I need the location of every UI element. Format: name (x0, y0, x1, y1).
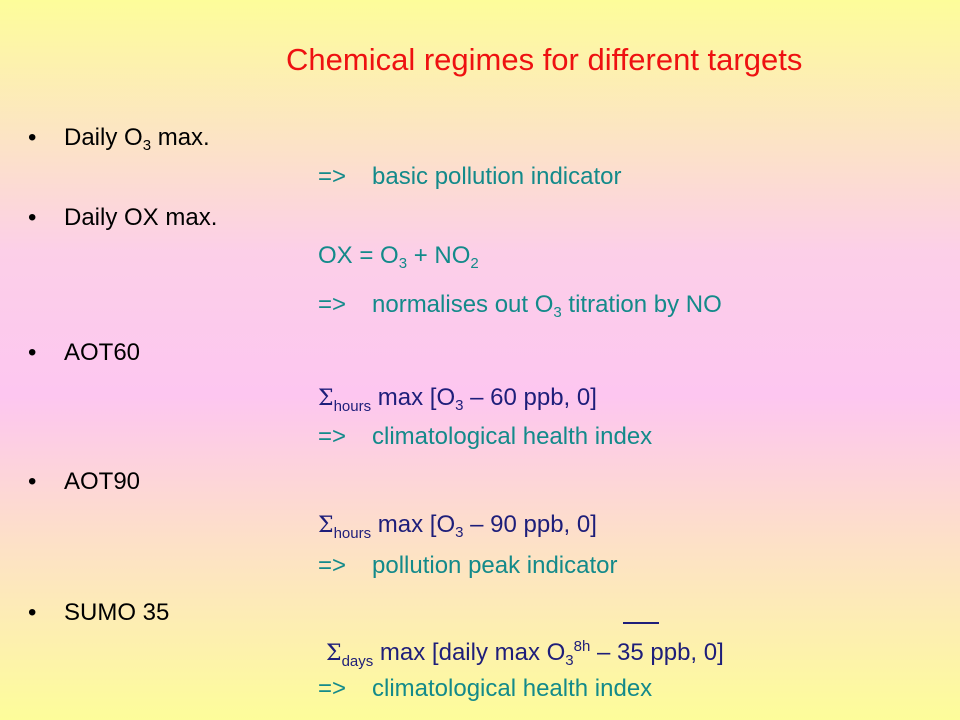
bullet-aot90: • AOT90 (28, 468, 141, 495)
result-line-1: => basic pollution indicator (318, 163, 622, 190)
formula-aot90: Σhours max [O3 – 90 ppb, 0] (318, 511, 597, 542)
bullet-dot: • (28, 124, 37, 151)
bullet-sumo35: • SUMO 35 (28, 599, 170, 626)
bullet-aot60: • AOT60 (28, 339, 141, 366)
result-line-4: => pollution peak indicator (318, 552, 618, 579)
result-line-3: => climatological health index (318, 423, 653, 450)
bullet-daily-ox-max: • Daily OX max. (28, 204, 218, 231)
formula-ox: OX = O3 + NO2 (318, 242, 479, 272)
sigma-symbol: Σ (326, 641, 342, 666)
sigma-symbol: Σ (318, 386, 334, 411)
bullet-daily-o3-max: • Daily O3 max. (28, 124, 210, 154)
slide-title: Chemical regimes for different targets (286, 42, 803, 77)
bullet-dot: • (28, 204, 37, 231)
bullet-dot: • (28, 468, 37, 495)
bullet-dot: • (28, 599, 37, 626)
result-line-2: => normalises out O3 titration by NO (318, 291, 722, 321)
o3-overbar (623, 622, 659, 624)
formula-aot60: Σhours max [O3 – 60 ppb, 0] (318, 384, 597, 415)
sigma-symbol: Σ (318, 513, 334, 538)
formula-sumo35: Σdays max [daily max O38h – 35 ppb, 0] (326, 638, 724, 670)
bullet-dot: • (28, 339, 37, 366)
result-line-5: => climatological health index (318, 675, 653, 702)
